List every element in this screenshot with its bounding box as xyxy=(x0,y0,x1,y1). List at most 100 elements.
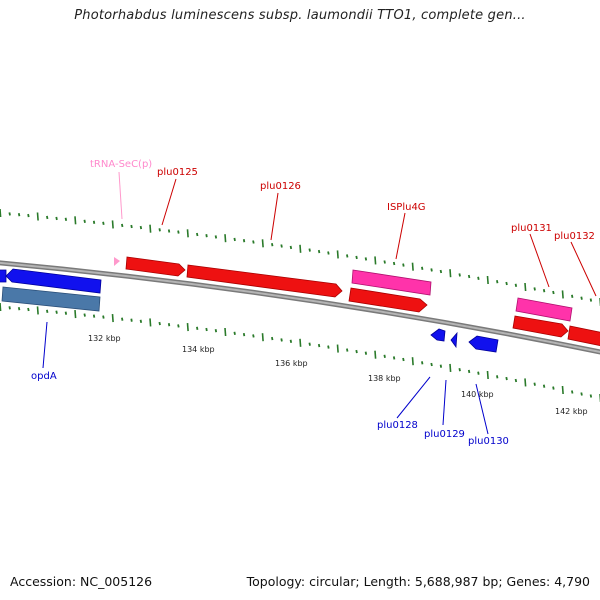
minor-tick xyxy=(17,307,21,311)
minor-tick xyxy=(514,283,518,287)
minor-tick xyxy=(533,382,536,386)
minor-tick xyxy=(552,290,555,295)
minor-tick xyxy=(92,220,96,224)
reverse-strand-features xyxy=(0,268,499,353)
minor-tick xyxy=(102,221,105,225)
minor-tick xyxy=(205,327,208,332)
minor-tick xyxy=(121,223,124,228)
minor-tick xyxy=(317,249,321,254)
gene-plu0129[interactable] xyxy=(450,331,458,349)
minor-tick xyxy=(139,225,143,230)
minor-tick xyxy=(392,356,396,360)
minor-tick xyxy=(83,219,86,223)
kbp-label-142: 142 kbp xyxy=(555,407,588,416)
major-tick xyxy=(486,275,489,285)
minor-tick xyxy=(252,240,255,244)
gene-plu0131[interactable] xyxy=(515,297,573,322)
minor-tick xyxy=(233,331,236,335)
callout-opda xyxy=(42,321,48,369)
minor-tick xyxy=(280,244,283,248)
minor-tick xyxy=(214,235,218,239)
minor-tick xyxy=(355,349,358,354)
gene-plu0127[interactable] xyxy=(348,287,428,313)
major-tick xyxy=(299,244,302,253)
gene-plu0125[interactable] xyxy=(125,256,186,277)
major-tick xyxy=(36,306,39,315)
label-isplu4g[interactable]: ISPlu4G xyxy=(387,202,426,213)
major-tick xyxy=(486,370,489,380)
kbp-label-140: 140 kbp xyxy=(461,390,494,399)
upper-callouts xyxy=(118,171,597,297)
minor-tick xyxy=(46,215,49,220)
accession-text: Accession: NC_005126 xyxy=(10,574,153,589)
minor-tick xyxy=(158,321,161,326)
major-tick xyxy=(261,333,264,342)
gene-plu0132[interactable] xyxy=(567,325,600,346)
minor-tick xyxy=(308,342,311,346)
minor-tick xyxy=(458,273,461,277)
minor-tick xyxy=(55,310,58,314)
callout-plu0132 xyxy=(570,241,597,297)
major-tick xyxy=(561,290,564,299)
gene-opda[interactable] xyxy=(5,268,102,294)
minor-tick xyxy=(589,298,593,302)
gene-plu0126[interactable] xyxy=(186,264,343,298)
gene-plu0130[interactable] xyxy=(468,335,499,353)
minor-tick xyxy=(439,364,443,368)
lower-scale-ticks xyxy=(0,302,600,403)
minor-tick xyxy=(430,362,433,367)
major-tick xyxy=(224,234,227,243)
callout-plu0126 xyxy=(270,192,279,241)
minor-tick xyxy=(364,351,368,355)
label-plu0125[interactable]: plu0125 xyxy=(157,167,198,178)
major-tick xyxy=(0,208,2,218)
trna-feature[interactable] xyxy=(114,257,120,266)
minor-tick xyxy=(421,266,424,270)
major-tick xyxy=(374,256,377,265)
callout-plu0131 xyxy=(529,233,550,288)
minor-tick xyxy=(496,375,499,379)
minor-tick xyxy=(552,386,555,390)
major-tick xyxy=(449,269,452,278)
major-tick xyxy=(149,224,152,233)
label-plu0131[interactable]: plu0131 xyxy=(511,223,552,234)
label-plu0129[interactable]: plu0129 xyxy=(424,429,465,440)
gene-left-partial[interactable] xyxy=(0,269,7,283)
major-tick xyxy=(111,314,114,323)
label-plu0128[interactable]: plu0128 xyxy=(377,420,418,431)
major-tick xyxy=(411,262,414,271)
label-opda[interactable]: opdA xyxy=(31,371,57,382)
gene-opda-region[interactable] xyxy=(1,286,101,312)
minor-tick xyxy=(271,336,274,341)
minor-tick xyxy=(55,216,58,221)
minor-tick xyxy=(130,318,133,322)
label-plu0130[interactable]: plu0130 xyxy=(468,436,509,447)
gene-plu0128[interactable] xyxy=(430,328,446,342)
minor-tick xyxy=(92,314,96,318)
major-tick xyxy=(449,363,452,372)
major-tick xyxy=(374,350,377,359)
major-tick xyxy=(524,378,527,387)
major-tick xyxy=(524,282,527,292)
major-tick xyxy=(411,357,414,366)
label-plu0126[interactable]: plu0126 xyxy=(260,181,301,192)
minor-tick xyxy=(27,213,30,218)
minor-tick xyxy=(571,390,574,394)
major-tick xyxy=(74,310,77,319)
minor-tick xyxy=(421,361,424,365)
minor-tick xyxy=(542,289,546,293)
minor-tick xyxy=(8,306,11,310)
minor-tick xyxy=(580,296,583,300)
minor-tick xyxy=(308,248,311,252)
label-plu0132[interactable]: plu0132 xyxy=(554,231,595,242)
minor-tick xyxy=(177,230,180,234)
label-trna[interactable]: tRNA-SeC(p) xyxy=(90,159,152,170)
minor-tick xyxy=(121,317,124,321)
gene-isplu4g[interactable] xyxy=(351,269,432,296)
minor-tick xyxy=(158,228,161,232)
lower-callouts xyxy=(42,321,489,435)
gene-plu0131-red[interactable] xyxy=(512,315,569,338)
major-tick xyxy=(261,239,264,248)
major-tick xyxy=(224,327,227,337)
